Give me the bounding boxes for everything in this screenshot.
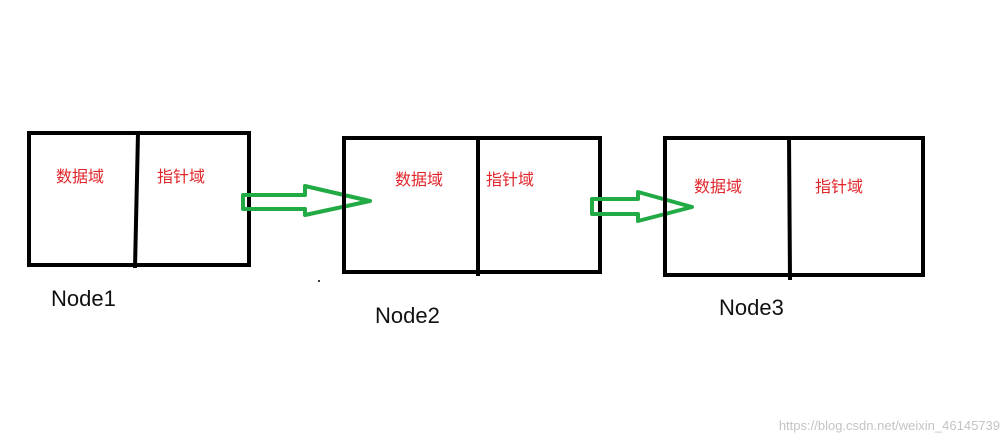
node-2-pointer-field-label: 指针域	[486, 170, 534, 189]
node-3: 数据域 指针域 Node3	[663, 136, 925, 320]
stray-dot	[318, 280, 320, 282]
node-3-divider	[787, 137, 792, 281]
node-1-box	[27, 131, 251, 267]
node-3-box	[663, 136, 925, 277]
node-1-caption: Node1	[51, 286, 116, 311]
node-3-data-field-label: 数据域	[694, 177, 742, 196]
node-2: 数据域 指针域 Node2	[342, 136, 602, 328]
node-1: 数据域 指针域 Node1	[27, 131, 251, 311]
arrow-node1-to-node2	[241, 184, 372, 217]
node-2-data-field-label: 数据域	[395, 170, 443, 189]
arrow-node2-to-node3	[590, 190, 694, 223]
node-3-caption: Node3	[719, 295, 784, 320]
node-2-box	[342, 136, 602, 274]
node-2-caption: Node2	[375, 303, 440, 328]
node-1-pointer-field-label: 指针域	[157, 167, 205, 186]
node-3-pointer-field-label: 指针域	[815, 177, 863, 196]
node-1-data-field-label: 数据域	[56, 167, 104, 186]
watermark: https://blog.csdn.net/weixin_46145739	[779, 418, 1000, 433]
node-1-divider	[133, 132, 140, 269]
